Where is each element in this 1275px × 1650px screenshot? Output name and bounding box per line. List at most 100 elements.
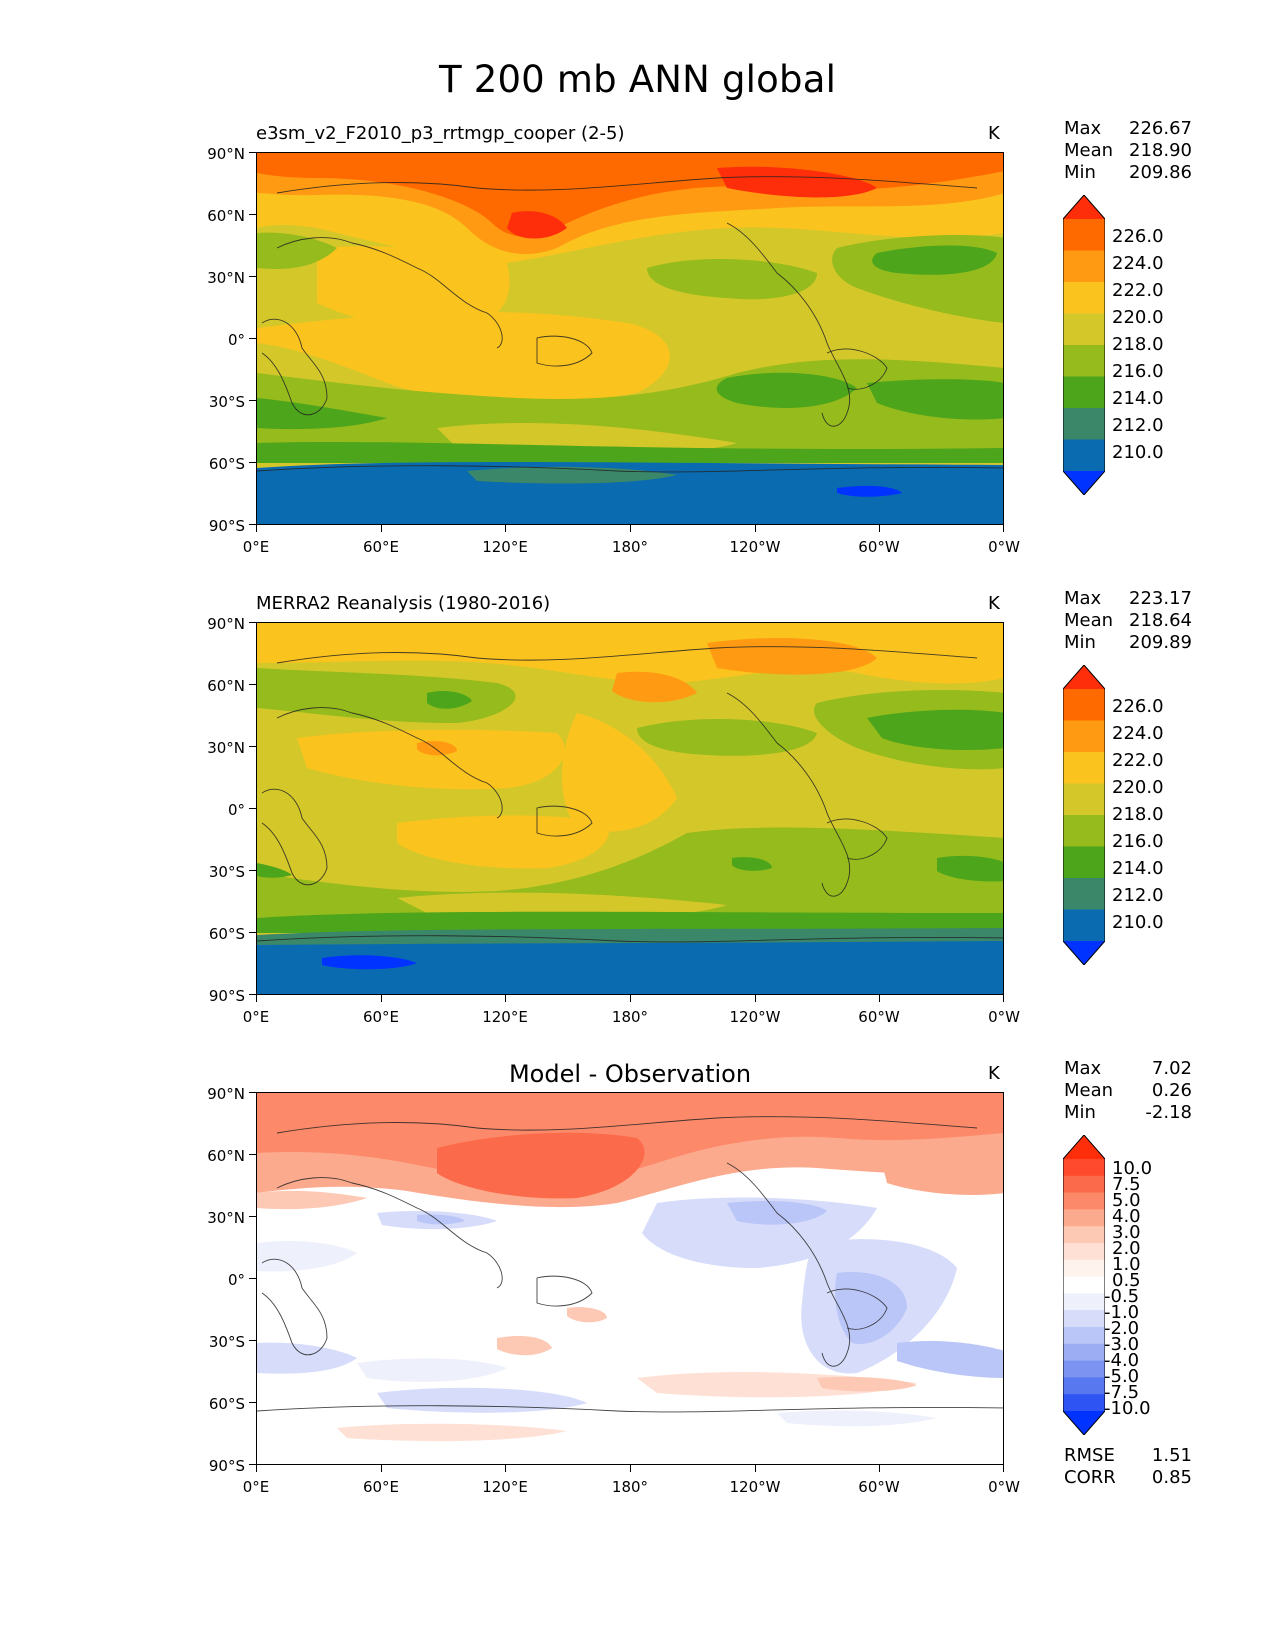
axis-tick <box>249 1154 256 1156</box>
colorbar-segment <box>1063 345 1105 378</box>
colorbar-label: 222.0 <box>1112 280 1164 301</box>
lat-label: 0° <box>227 801 245 819</box>
axis-tick <box>505 995 507 1002</box>
colorbar-label: 212.0 <box>1112 885 1164 906</box>
map-area <box>256 622 1004 995</box>
colorbar-label: 0.5 <box>1112 1270 1141 1291</box>
colorbar-segment <box>1063 1360 1105 1378</box>
colorbar-label: 10.0 <box>1112 1158 1153 1179</box>
lon-label: 0°E <box>242 538 270 556</box>
axis-tick <box>249 994 256 996</box>
colorbar-label: 224.0 <box>1112 723 1164 744</box>
lat-label: 60°S <box>208 925 245 943</box>
axis-tick <box>249 1402 256 1404</box>
axis-tick <box>249 338 256 340</box>
stat-value: 7.02 <box>1151 1058 1192 1079</box>
axis-tick <box>879 1465 881 1472</box>
colorbar-label: -7.5 <box>1104 1382 1140 1403</box>
lon-label: 180° <box>611 1478 649 1496</box>
colorbar-label: 7.5 <box>1112 1174 1141 1195</box>
figure-title: T 200 mb ANN global <box>438 58 837 101</box>
colorbar-segment <box>1063 1377 1105 1395</box>
colorbar-segment <box>1063 846 1105 879</box>
lon-label: 60°W <box>858 1478 900 1496</box>
colorbar-segment <box>1063 219 1105 252</box>
colorbar-segment <box>1063 313 1105 346</box>
colorbar-segment <box>1063 720 1105 753</box>
lon-label: 120°W <box>729 1008 781 1026</box>
colorbar-label: 216.0 <box>1112 361 1164 382</box>
axis-tick <box>256 1465 258 1472</box>
colorbar-label: 224.0 <box>1112 253 1164 274</box>
map-area <box>256 152 1004 525</box>
stat-value: 0.85 <box>1151 1467 1192 1488</box>
lon-label: 120°E <box>482 538 528 556</box>
stat-value: 209.89 <box>1129 632 1192 653</box>
axis-tick <box>755 1465 757 1472</box>
colorbar-segment <box>1063 408 1105 441</box>
axis-tick <box>249 1216 256 1218</box>
colorbar-label: 212.0 <box>1112 415 1164 436</box>
axis-tick <box>630 525 632 532</box>
colorbar-segment <box>1063 815 1105 848</box>
colorbar-label: 214.0 <box>1112 388 1164 409</box>
colorbar-segment <box>1063 1343 1105 1362</box>
axis-tick <box>249 622 256 624</box>
axis-tick <box>630 995 632 1002</box>
colorbar-label: -4.0 <box>1104 1350 1140 1371</box>
axis-tick <box>249 932 256 934</box>
stat-label: Max <box>1064 588 1102 609</box>
axis-tick <box>755 525 757 532</box>
colorbar-label: 5.0 <box>1112 1190 1141 1211</box>
lat-label: 90°N <box>207 615 245 633</box>
colorbar-label: 214.0 <box>1112 858 1164 879</box>
axis-tick <box>505 1465 507 1472</box>
colorbar-segment <box>1063 752 1105 785</box>
stat-value: 218.90 <box>1129 140 1192 161</box>
colorbar-segment <box>1063 783 1105 816</box>
stat-label: CORR <box>1064 1467 1116 1488</box>
lat-label: 30°N <box>207 1209 245 1227</box>
lat-label: 30°S <box>208 863 245 881</box>
colorbar-label: -3.0 <box>1104 1334 1140 1355</box>
colorbar-segment <box>1063 1276 1105 1294</box>
lon-label: 120°W <box>729 1478 781 1496</box>
lat-label: 60°N <box>207 1147 245 1165</box>
stat-value: 209.86 <box>1129 162 1192 183</box>
stats-block: Max 7.02 Mean 0.26 Min -2.18 <box>1064 1058 1192 1124</box>
lon-label: 120°E <box>482 1008 528 1026</box>
stats-block: Max 226.67 Mean 218.90 Min 209.86 <box>1064 118 1192 184</box>
lon-label: 120°W <box>729 538 781 556</box>
axis-tick <box>249 214 256 216</box>
colorbar-label: 226.0 <box>1112 696 1164 717</box>
lat-label: 0° <box>227 331 245 349</box>
lon-label: 60°E <box>362 538 400 556</box>
lat-label: 90°N <box>207 145 245 163</box>
colorbar-label: 216.0 <box>1112 831 1164 852</box>
colorbar-segment <box>1063 1310 1105 1328</box>
panel-units: K <box>988 593 1000 614</box>
axis-tick <box>249 1278 256 1280</box>
stat-value: -2.18 <box>1145 1102 1192 1123</box>
colorbar-label: 210.0 <box>1112 912 1164 933</box>
colorbar-label: 222.0 <box>1112 750 1164 771</box>
colorbar-cap-top <box>1063 195 1105 219</box>
colorbar-label: 220.0 <box>1112 777 1164 798</box>
stat-value: 0.26 <box>1151 1080 1192 1101</box>
colorbar-segment <box>1063 250 1105 283</box>
lon-label: 0°E <box>242 1478 270 1496</box>
panel-title: Model - Observation <box>508 1060 752 1088</box>
colorbar-cap-top <box>1063 1135 1105 1159</box>
lat-label: 30°S <box>208 1333 245 1351</box>
stat-value: 223.17 <box>1129 588 1192 609</box>
axis-tick <box>1003 525 1005 532</box>
stat-value: 226.67 <box>1129 118 1192 139</box>
colorbar-segment <box>1063 376 1105 409</box>
colorbar-segment <box>1063 878 1105 911</box>
stats-block: Max 223.17 Mean 218.64 Min 209.89 <box>1064 588 1192 654</box>
colorbar-segment <box>1063 1175 1105 1194</box>
axis-tick <box>1003 995 1005 1002</box>
axis-tick <box>249 276 256 278</box>
lat-label: 0° <box>227 1271 245 1289</box>
axis-tick <box>505 525 507 532</box>
